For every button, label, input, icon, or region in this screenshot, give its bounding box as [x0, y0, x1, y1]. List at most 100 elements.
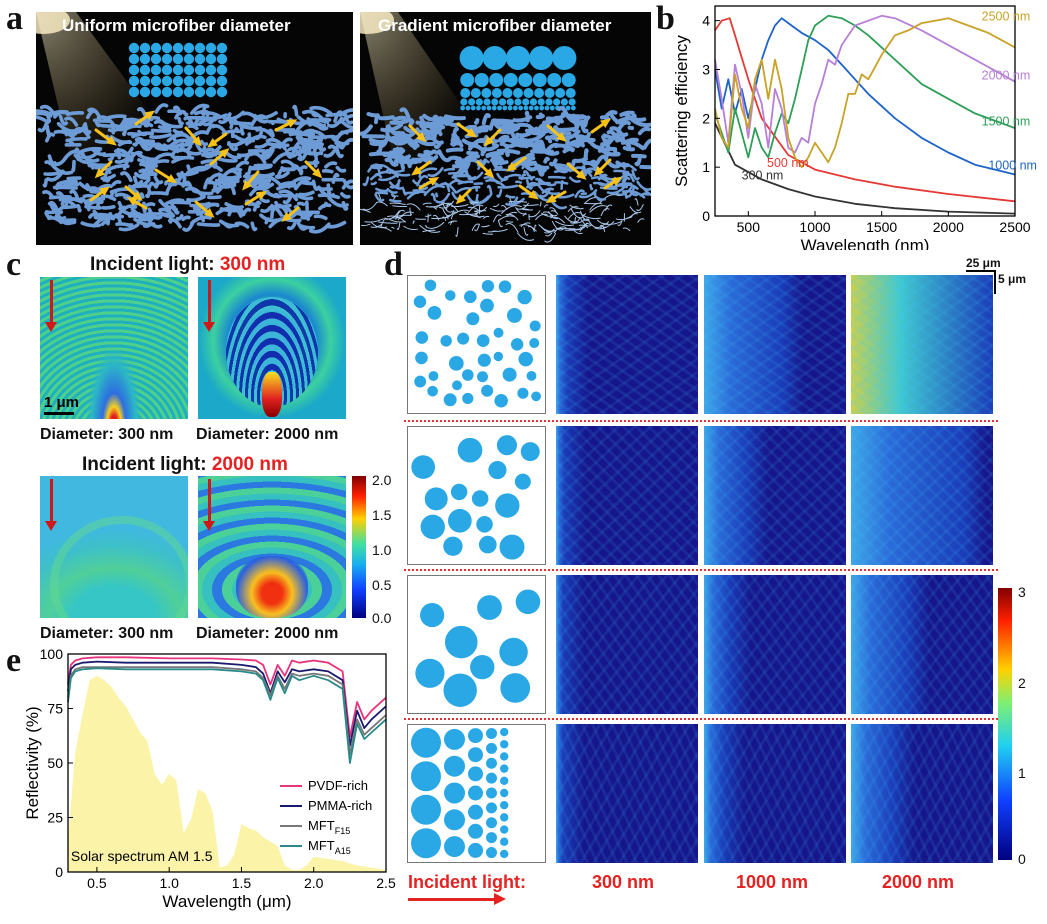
fiber — [370, 181, 377, 186]
fiber — [338, 113, 353, 124]
fiber — [390, 193, 396, 198]
fiber — [555, 118, 562, 126]
fiber — [380, 122, 404, 133]
fiber — [532, 160, 547, 174]
cbar-c-tick: 1.0 — [372, 542, 392, 558]
fiber — [362, 176, 370, 187]
fiber-cross-section — [161, 53, 173, 65]
colorbar-c — [352, 476, 366, 618]
fiber — [443, 167, 456, 172]
fiber — [409, 207, 413, 216]
fiber — [634, 198, 639, 206]
x-tick-label: 1.0 — [159, 875, 179, 891]
fiber — [71, 159, 76, 173]
fiber-circle — [415, 351, 428, 365]
caption-diameter-2000-bottom: Diameter: 2000 nm — [196, 625, 339, 642]
fiber — [470, 203, 475, 206]
fiber — [487, 230, 497, 233]
fiber — [435, 202, 453, 209]
fiber — [473, 118, 480, 125]
fiber — [455, 186, 473, 194]
fiber-cross-section — [498, 98, 507, 106]
fiber — [94, 165, 110, 172]
simulation-field — [556, 426, 698, 565]
fiber — [239, 123, 263, 131]
fiber — [471, 212, 479, 217]
arrow-head — [545, 194, 557, 203]
fiber-cross-section — [568, 98, 576, 106]
fiber — [136, 183, 152, 189]
fiber-circle — [476, 334, 490, 347]
fiber-cross-section — [465, 105, 471, 111]
fiber — [533, 146, 547, 153]
fiber — [540, 225, 552, 233]
fiber — [531, 128, 551, 136]
fiber-cross-section — [532, 73, 547, 87]
fiber — [170, 202, 178, 213]
fiber-cross-section — [514, 98, 522, 106]
fiber — [482, 232, 494, 235]
fiber-circle — [411, 761, 441, 792]
fiber — [522, 213, 527, 217]
fiber — [333, 110, 344, 123]
fiber — [424, 225, 428, 228]
simulation-field — [851, 275, 993, 414]
fiber-cross-section — [528, 105, 534, 111]
fiber — [474, 223, 480, 232]
fiber — [615, 137, 632, 149]
simulation-field — [556, 275, 698, 414]
fiber-cross-section — [150, 75, 162, 87]
fiber-circle — [471, 490, 489, 507]
fiber — [555, 220, 575, 227]
fiber — [323, 149, 336, 158]
arrow-head — [256, 190, 268, 200]
arrow-head — [126, 197, 138, 206]
fiber — [430, 192, 437, 202]
fiber — [418, 167, 438, 175]
fiber-cross-section — [128, 75, 140, 87]
fiber — [397, 211, 414, 221]
x-axis-label: Wavelength (μm) — [162, 892, 291, 911]
fiber-cross-section — [555, 88, 566, 98]
fiber — [528, 210, 541, 218]
arrow-head — [600, 118, 611, 128]
fiber — [65, 110, 85, 117]
fiber — [107, 164, 130, 171]
fiber — [291, 164, 302, 173]
fiber — [560, 112, 585, 119]
arrow-head — [132, 191, 143, 201]
fiber — [464, 211, 485, 218]
fiber — [508, 200, 528, 203]
fiber — [94, 139, 110, 144]
fiber — [69, 189, 80, 201]
fiber — [434, 142, 442, 150]
fiber — [313, 214, 328, 221]
fiber — [523, 227, 529, 236]
fiber-circle — [518, 351, 533, 367]
cbar-c-tick: 2.0 — [372, 472, 392, 488]
fiber — [368, 137, 388, 144]
fiber — [154, 145, 169, 152]
fiber-cross-section — [507, 105, 513, 111]
fiber-cross-section — [161, 75, 173, 87]
fiber — [313, 151, 324, 158]
arrow-head — [611, 176, 622, 186]
fiber-circle — [488, 460, 507, 480]
arrow-head — [312, 168, 323, 179]
fiber — [281, 137, 293, 145]
fiber — [471, 223, 480, 231]
fiber — [419, 224, 441, 233]
y-axis-label: Reflectivity (%) — [23, 706, 42, 819]
fiber — [518, 175, 536, 180]
uniform-fiber-art — [36, 12, 353, 234]
fiber — [505, 223, 519, 233]
fiber-cross-section — [475, 98, 483, 106]
fiber — [450, 211, 458, 220]
fiber — [302, 211, 314, 217]
fiber-cross-section — [549, 105, 555, 111]
fiber — [564, 228, 583, 231]
fiber — [374, 173, 383, 179]
x-tick-label: 2.0 — [304, 875, 324, 891]
fiber — [266, 141, 290, 148]
fiber — [535, 213, 548, 221]
